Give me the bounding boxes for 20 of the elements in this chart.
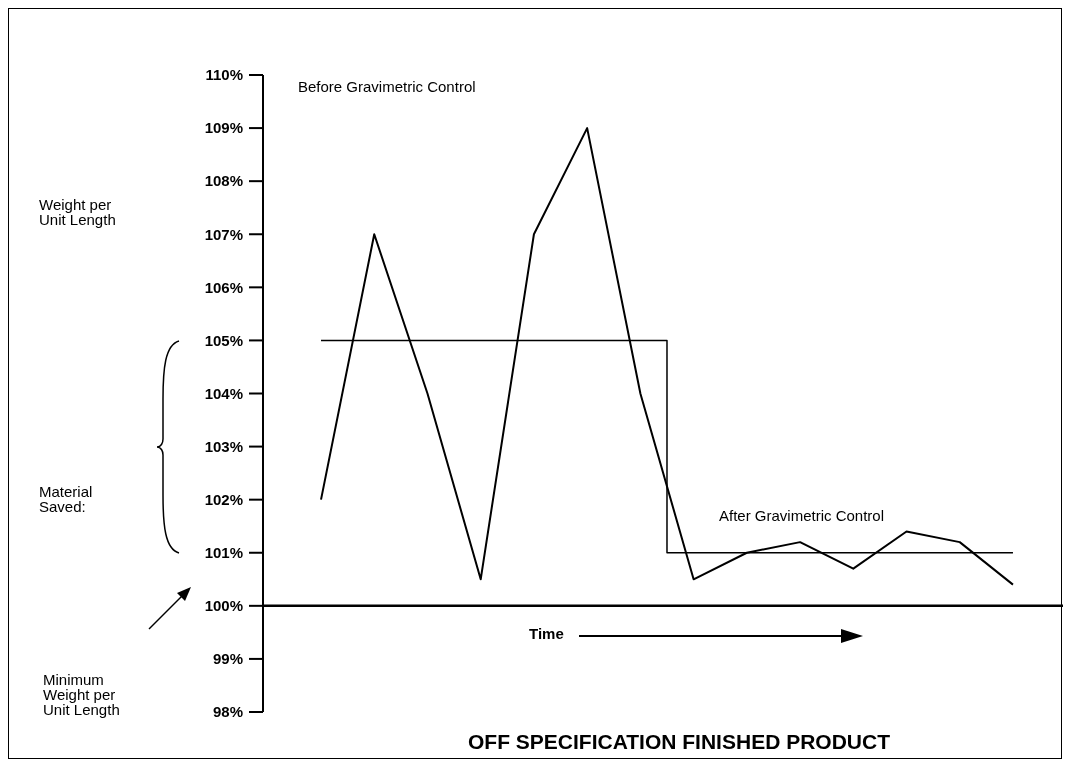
text: Material Saved: — [39, 483, 94, 515]
y-tick-label: 99% — [212, 650, 243, 668]
y-tick-label: 108% — [204, 172, 243, 190]
y-tick-label: 106% — [204, 278, 243, 296]
text: Minimum Weight per Unit Length — [43, 671, 121, 718]
text: OFF SPECIFICATION FINISHED PRODUCT — [467, 730, 891, 753]
annotation: After Gravimetric Control — [719, 507, 886, 524]
y-tick-label: 103% — [204, 437, 243, 455]
y-tick-label: 101% — [204, 544, 243, 562]
annotation: Before Gravimetric Control — [298, 78, 477, 95]
y-tick-label: 100% — [204, 597, 243, 615]
y-tick-label: 104% — [204, 384, 243, 402]
y-tick-label: 110% — [205, 66, 243, 84]
x-axis-title: Time — [529, 625, 564, 642]
y-tick-label: 107% — [204, 225, 243, 243]
y-tick-label: 102% — [204, 490, 243, 508]
y-tick-label: 98% — [212, 703, 243, 721]
text: Weight per Unit Length — [39, 196, 117, 228]
y-tick-label: 105% — [204, 331, 243, 349]
y-tick-label: 109% — [204, 119, 243, 137]
